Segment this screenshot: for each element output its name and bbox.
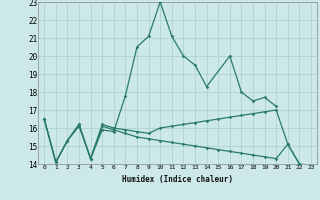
- X-axis label: Humidex (Indice chaleur): Humidex (Indice chaleur): [122, 175, 233, 184]
